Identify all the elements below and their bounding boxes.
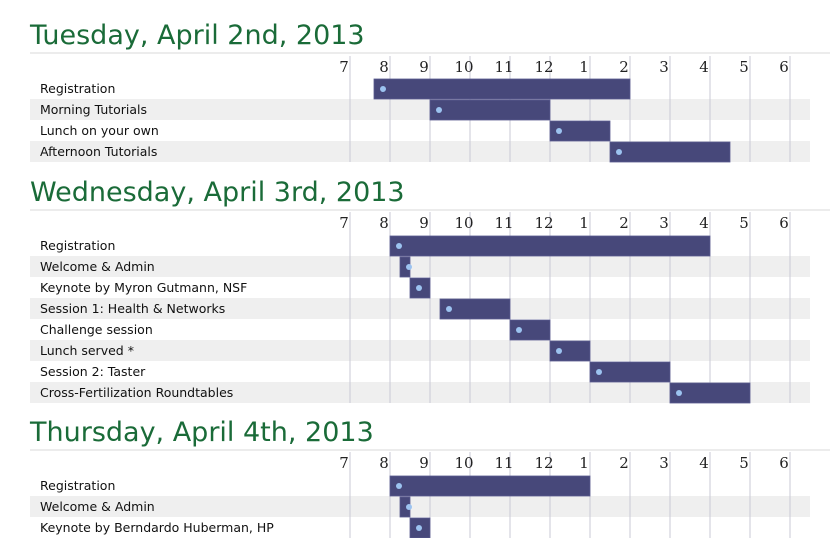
- hour-tick-label: 9: [419, 58, 429, 76]
- hour-tick-label: 12: [534, 454, 553, 472]
- event-label: Afternoon Tutorials: [40, 144, 157, 159]
- hour-tick-label: 9: [419, 454, 429, 472]
- event-label: Keynote by Berndardo Huberman, HP: [40, 520, 274, 535]
- event-bar: [389, 235, 711, 257]
- event-start-marker: [406, 264, 412, 270]
- event-bar: [373, 78, 631, 100]
- hour-tick-label: 1: [579, 58, 589, 76]
- event-start-marker: [616, 149, 622, 155]
- event-start-marker: [396, 243, 402, 249]
- event-bar: [549, 120, 611, 142]
- event-start-marker: [416, 525, 422, 531]
- event-start-marker: [380, 86, 386, 92]
- event-bar: [389, 475, 591, 497]
- event-label: Lunch served *: [40, 343, 134, 358]
- event-start-marker: [436, 107, 442, 113]
- event-bar: [669, 382, 751, 404]
- event-start-marker: [556, 128, 562, 134]
- hour-tick-label: 9: [419, 214, 429, 232]
- hour-tick-label: 8: [379, 214, 389, 232]
- event-bar: [589, 361, 671, 383]
- hour-tick-label: 7: [339, 58, 349, 76]
- row-background: [30, 496, 810, 517]
- day-title: Wednesday, April 3rd, 2013: [30, 177, 405, 208]
- hour-tick-label: 6: [779, 454, 789, 472]
- row-background: [30, 382, 810, 403]
- event-start-marker: [396, 483, 402, 489]
- day-title: Thursday, April 4th, 2013: [29, 417, 374, 448]
- hour-tick-label: 10: [454, 454, 473, 472]
- hour-tick-label: 6: [779, 214, 789, 232]
- row-background: [30, 340, 810, 361]
- event-label: Registration: [40, 478, 115, 493]
- event-label: Lunch on your own: [40, 123, 159, 138]
- event-start-marker: [676, 390, 682, 396]
- event-bar: [509, 319, 551, 341]
- hour-tick-label: 5: [739, 454, 749, 472]
- hour-tick-label: 5: [739, 214, 749, 232]
- event-label: Cross-Fertilization Roundtables: [40, 385, 233, 400]
- hour-tick-label: 7: [339, 454, 349, 472]
- hour-tick-label: 11: [494, 214, 513, 232]
- event-label: Welcome & Admin: [40, 499, 155, 514]
- event-start-marker: [406, 504, 412, 510]
- hour-tick-label: 3: [659, 58, 669, 76]
- hour-tick-label: 8: [379, 58, 389, 76]
- row-background: [30, 99, 810, 120]
- hour-tick-label: 2: [619, 214, 629, 232]
- event-label: Morning Tutorials: [40, 102, 147, 117]
- hour-tick-label: 1: [579, 214, 589, 232]
- hour-tick-label: 6: [779, 58, 789, 76]
- event-label: Keynote by Myron Gutmann, NSF: [40, 280, 247, 295]
- hour-tick-label: 3: [659, 214, 669, 232]
- hour-tick-label: 2: [619, 454, 629, 472]
- event-label: Challenge session: [40, 322, 153, 337]
- row-background: [30, 298, 810, 319]
- event-bar: [439, 298, 511, 320]
- hour-tick-label: 1: [579, 454, 589, 472]
- event-bar: [609, 141, 731, 163]
- event-start-marker: [596, 369, 602, 375]
- hour-tick-label: 12: [534, 58, 553, 76]
- event-start-marker: [556, 348, 562, 354]
- hour-tick-label: 12: [534, 214, 553, 232]
- hour-tick-label: 7: [339, 214, 349, 232]
- event-start-marker: [446, 306, 452, 312]
- event-start-marker: [416, 285, 422, 291]
- hour-tick-label: 11: [494, 58, 513, 76]
- event-bar: [549, 340, 591, 362]
- event-label: Session 1: Health & Networks: [40, 301, 225, 316]
- event-bar: [429, 99, 551, 121]
- day-title: Tuesday, April 2nd, 2013: [29, 20, 365, 51]
- hour-tick-label: 3: [659, 454, 669, 472]
- row-background: [30, 256, 810, 277]
- event-label: Session 2: Taster: [40, 364, 146, 379]
- event-label: Registration: [40, 238, 115, 253]
- hour-tick-label: 8: [379, 454, 389, 472]
- event-label: Welcome & Admin: [40, 259, 155, 274]
- hour-tick-label: 10: [454, 214, 473, 232]
- hour-tick-label: 5: [739, 58, 749, 76]
- hour-tick-label: 2: [619, 58, 629, 76]
- hour-tick-label: 11: [494, 454, 513, 472]
- hour-tick-label: 4: [699, 58, 709, 76]
- hour-tick-label: 10: [454, 58, 473, 76]
- event-label: Registration: [40, 81, 115, 96]
- hour-tick-label: 4: [699, 454, 709, 472]
- hour-tick-label: 4: [699, 214, 709, 232]
- event-start-marker: [516, 327, 522, 333]
